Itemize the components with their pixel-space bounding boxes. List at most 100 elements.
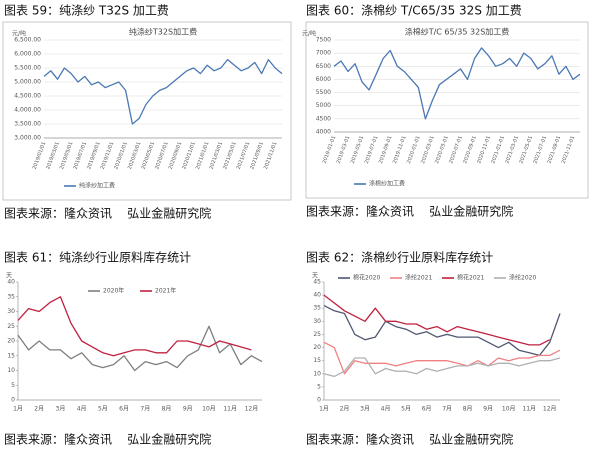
- y-tick-label: 10: [313, 370, 321, 377]
- series-line: [323, 294, 550, 346]
- source: 图表来源：隆众资讯 弘业金融研究院: [4, 432, 211, 447]
- x-tick-label: 4月: [77, 406, 87, 413]
- legend-label: 纯涤纱加工费: [79, 182, 115, 190]
- x-tick-label: 4月: [381, 406, 391, 413]
- legend-label: 棉花2021: [457, 274, 484, 282]
- y-tick-label: 20: [7, 338, 15, 345]
- legend-label: 棉花2020: [353, 274, 380, 282]
- y-tick-label: 30: [313, 318, 321, 325]
- caption: 图表 62：涤棉纱行业原料库存统计: [306, 250, 493, 265]
- chart-frame: [2, 21, 292, 201]
- x-tick-label: 2021-05-01: [519, 135, 535, 164]
- chart-title: 纯涤纱T32S加工费: [129, 27, 197, 37]
- y-tick-label: 20: [313, 344, 321, 351]
- x-tick-label: 2019-05-01: [350, 135, 366, 164]
- x-tick-label: 2020/09/01: [168, 141, 183, 170]
- x-tick-label: 5月: [401, 406, 411, 413]
- x-tick-label: 10月: [502, 406, 516, 413]
- source: 图表来源：隆众资讯 弘业金融研究院: [306, 204, 513, 219]
- x-tick-label: 2020-05-01: [434, 135, 450, 164]
- y-tick-label: 0: [11, 397, 15, 404]
- x-tick-label: 2020/07/01: [154, 141, 169, 170]
- y-tick-label: 3,500.00: [14, 121, 41, 128]
- source: 图表来源：隆众资讯 弘业金融研究院: [4, 206, 211, 221]
- x-tick-label: 11月: [522, 406, 536, 413]
- x-tick-label: 2021/11/01: [263, 141, 278, 170]
- x-tick-label: 6月: [119, 406, 129, 413]
- x-tick-label: 2020/03/01: [127, 141, 142, 170]
- x-tick-label: 2021/07/01: [236, 141, 251, 170]
- x-tick-label: 1月: [319, 406, 329, 413]
- x-tick-label: 2020-01-01: [406, 135, 422, 164]
- series-line: [333, 47, 581, 120]
- y-tick-label: 30: [7, 308, 15, 315]
- y-tick-label: 4,500.00: [14, 93, 41, 100]
- y-tick-label: 25: [313, 331, 321, 338]
- series-line: [323, 341, 561, 375]
- caption: 图表 60：涤棉纱 T/C65/35 32S 加工费: [306, 4, 522, 18]
- y-tick-label: 0: [317, 397, 321, 404]
- chart-title: 涤棉纱T/C 65/35 32S加工费: [405, 27, 510, 37]
- y-axis-label: 天: [6, 273, 12, 280]
- y-tick-label: 7500: [316, 37, 331, 44]
- x-tick-label: 5月: [98, 406, 108, 413]
- caption: 图表 59：纯涤纱 T32S 加工费: [4, 4, 169, 18]
- x-tick-label: 2月: [340, 406, 350, 413]
- series-line: [323, 305, 561, 357]
- x-tick-label: 2019-07-01: [364, 135, 380, 164]
- x-tick-label: 2021/03/01: [209, 141, 224, 170]
- y-axis-label: 天: [312, 273, 318, 280]
- y-tick-label: 5000: [316, 102, 331, 109]
- y-tick-label: 6,500.00: [14, 37, 41, 44]
- x-tick-label: 2020/01/01: [113, 141, 128, 170]
- source: 图表来源：隆众资讯 弘业金融研究院: [306, 432, 513, 447]
- legend-label: 2021年: [155, 287, 176, 295]
- caption: 图表 61：纯涤纱行业原料库存统计: [4, 250, 191, 265]
- y-tick-label: 40: [313, 292, 321, 299]
- x-tick-label: 2020/05/01: [141, 141, 156, 170]
- y-tick-label: 25: [7, 323, 15, 330]
- y-tick-label: 5,000.00: [14, 79, 41, 86]
- x-tick-label: 2020-09-01: [462, 135, 478, 164]
- y-axis-label: 元/吨: [12, 30, 26, 38]
- x-tick-label: 2019-03-01: [336, 135, 352, 164]
- x-tick-label: 2021/05/01: [222, 141, 237, 170]
- legend-label: 2020年: [103, 287, 124, 295]
- y-tick-label: 4000: [316, 129, 331, 136]
- legend-label: 涤纶2020: [509, 274, 536, 282]
- x-tick-label: 8月: [162, 406, 172, 413]
- series-line: [43, 58, 283, 125]
- y-tick-label: 5500: [316, 89, 331, 96]
- series-line: [323, 357, 561, 378]
- chart-frame: [305, 21, 589, 199]
- x-tick-label: 6月: [422, 406, 432, 413]
- y-tick-label: 6000: [316, 76, 331, 83]
- x-tick-label: 2020-11-01: [476, 135, 492, 164]
- y-tick-label: 7000: [316, 50, 331, 57]
- y-tick-label: 45: [313, 279, 321, 286]
- y-tick-label: 4,000.00: [14, 107, 41, 114]
- x-tick-label: 1月: [13, 406, 23, 413]
- y-tick-label: 35: [7, 293, 15, 300]
- x-tick-label: 9月: [483, 406, 493, 413]
- x-tick-label: 2019/03/01: [45, 141, 60, 170]
- x-tick-label: 2019-01-01: [322, 135, 338, 164]
- legend-label: 涤纶2021: [405, 274, 432, 282]
- x-tick-label: 7月: [442, 406, 452, 413]
- x-tick-label: 9月: [183, 406, 193, 413]
- x-tick-label: 2021/01/01: [195, 141, 210, 170]
- x-tick-label: 2019-11-01: [392, 135, 408, 164]
- y-tick-label: 15: [313, 357, 321, 364]
- x-tick-label: 12月: [245, 406, 259, 413]
- y-tick-label: 35: [313, 305, 321, 312]
- y-tick-label: 6500: [316, 63, 331, 70]
- x-tick-label: 2021/09/01: [249, 141, 264, 170]
- x-tick-label: 12月: [543, 406, 557, 413]
- x-tick-label: 2019/11/01: [100, 141, 115, 170]
- x-tick-label: 3月: [360, 406, 370, 413]
- x-tick-label: 2019/05/01: [59, 141, 74, 170]
- x-tick-label: 2019/07/01: [73, 141, 88, 170]
- x-tick-label: 7月: [140, 406, 150, 413]
- x-tick-label: 11月: [223, 406, 237, 413]
- series-line: [17, 325, 263, 372]
